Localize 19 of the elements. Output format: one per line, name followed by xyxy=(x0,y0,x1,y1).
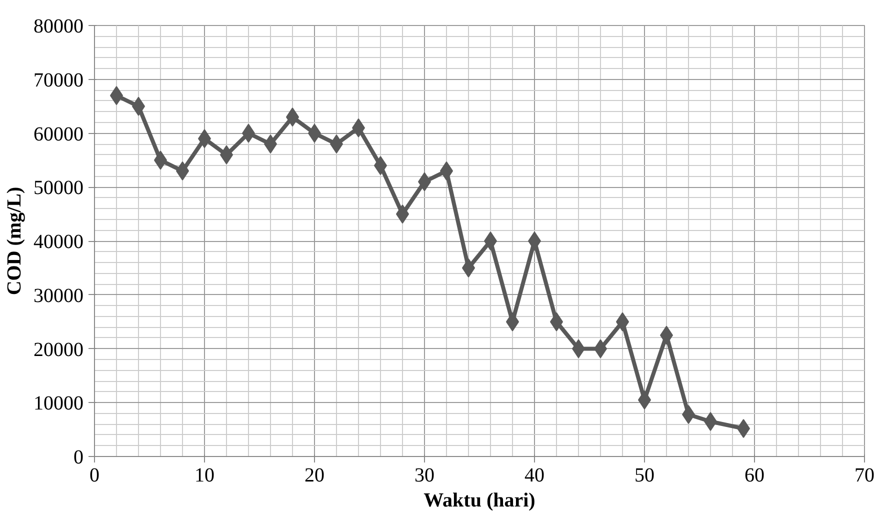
y-tick-label: 30000 xyxy=(34,284,84,307)
x-tick-label: 60 xyxy=(744,464,764,486)
y-tick-label: 40000 xyxy=(34,231,84,253)
x-tick-label: 20 xyxy=(304,464,324,486)
y-tick-label: 10000 xyxy=(34,392,84,415)
x-axis-title: Waktu (hari) xyxy=(424,490,536,512)
y-axis-title: COD (mg/L) xyxy=(4,186,26,296)
y-tick-label: 70000 xyxy=(34,69,84,92)
x-tick-label: 30 xyxy=(414,464,434,486)
x-tick-label: 40 xyxy=(524,464,544,486)
y-tick-label: 60000 xyxy=(34,123,84,146)
x-tick-label: 0 xyxy=(90,464,100,486)
y-tick-label: 0 xyxy=(74,446,84,468)
y-tick-label: 50000 xyxy=(34,177,84,200)
x-tick-label: 50 xyxy=(634,464,654,486)
x-tick-label: 70 xyxy=(854,464,874,486)
y-tick-label: 80000 xyxy=(34,16,84,38)
x-tick-label: 10 xyxy=(194,464,214,486)
y-tick-label: 20000 xyxy=(34,338,84,361)
